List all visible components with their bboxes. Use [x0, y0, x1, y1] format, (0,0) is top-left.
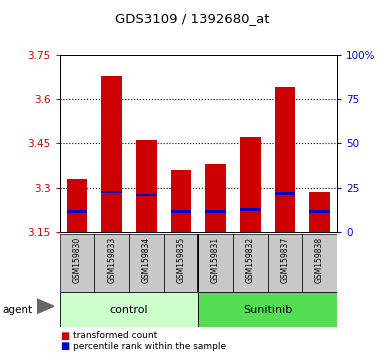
Text: GSM159835: GSM159835	[176, 237, 186, 283]
Text: GSM159837: GSM159837	[280, 237, 290, 283]
Text: percentile rank within the sample: percentile rank within the sample	[73, 342, 226, 351]
Bar	[94, 234, 129, 292]
Text: agent: agent	[2, 305, 32, 315]
Bar	[275, 192, 295, 195]
Text: GSM159832: GSM159832	[246, 237, 255, 283]
Bar	[205, 210, 226, 212]
Bar	[101, 191, 122, 193]
Bar	[136, 141, 157, 232]
Bar	[171, 210, 191, 212]
Bar	[60, 292, 198, 327]
Bar	[164, 234, 198, 292]
Text: ■: ■	[60, 331, 69, 341]
Bar	[171, 170, 191, 232]
Bar	[129, 234, 164, 292]
Text: GDS3109 / 1392680_at: GDS3109 / 1392680_at	[115, 12, 270, 25]
Bar	[67, 210, 87, 212]
Bar	[60, 234, 94, 292]
Bar	[240, 137, 261, 232]
Polygon shape	[37, 299, 54, 314]
Bar	[233, 234, 268, 292]
Bar	[302, 234, 337, 292]
Text: GSM159831: GSM159831	[211, 237, 220, 283]
Bar	[198, 292, 337, 327]
Bar	[101, 75, 122, 232]
Bar	[205, 164, 226, 232]
Text: control: control	[110, 305, 148, 315]
Bar	[275, 87, 295, 232]
Text: GSM159833: GSM159833	[107, 237, 116, 283]
Bar	[198, 234, 233, 292]
Text: GSM159834: GSM159834	[142, 237, 151, 283]
Bar	[136, 194, 157, 196]
Bar	[240, 209, 261, 211]
Bar	[67, 179, 87, 232]
Bar	[309, 192, 330, 232]
Text: GSM159830: GSM159830	[72, 237, 82, 283]
Text: transformed count: transformed count	[73, 331, 157, 340]
Text: ■: ■	[60, 341, 69, 351]
Bar	[268, 234, 302, 292]
Text: GSM159838: GSM159838	[315, 237, 324, 283]
Text: Sunitinib: Sunitinib	[243, 305, 292, 315]
Bar	[309, 210, 330, 212]
